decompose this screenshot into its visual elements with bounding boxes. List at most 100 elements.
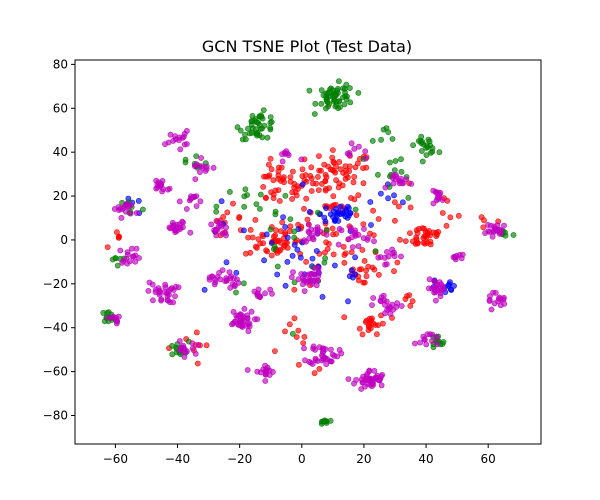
- scatter-point: [294, 246, 301, 253]
- scatter-point: [389, 136, 396, 142]
- scatter-point: [301, 333, 308, 340]
- scatter-point: [337, 203, 344, 210]
- scatter-point: [254, 316, 261, 322]
- scatter-point: [424, 144, 431, 151]
- scatter-point: [403, 293, 410, 300]
- scatter-point: [189, 340, 196, 347]
- scatter-point: [125, 251, 131, 258]
- scatter-point: [223, 259, 230, 266]
- scatter-point: [371, 266, 378, 273]
- scatter-point: [261, 257, 267, 264]
- scatter-point: [372, 248, 379, 254]
- scatter-point: [242, 131, 248, 138]
- scatter-point: [341, 251, 348, 258]
- scatter-point: [414, 230, 421, 236]
- scatter-point: [346, 149, 353, 156]
- scatter-point: [369, 383, 375, 390]
- scatter-point: [339, 209, 345, 216]
- plot-frame: [74, 59, 542, 445]
- chart-title: GCN TSNE Plot (Test Data): [202, 37, 412, 56]
- scatter-point: [429, 338, 435, 344]
- scatter-point: [344, 174, 351, 181]
- scatter-point: [314, 209, 321, 216]
- x-tick-label: 0: [298, 452, 306, 466]
- scatter-point: [427, 232, 434, 239]
- scatter-point: [160, 186, 166, 192]
- scatter-point: [308, 188, 315, 194]
- scatter-point: [282, 192, 289, 199]
- scatter-point: [386, 159, 393, 166]
- scatter-point: [455, 212, 462, 219]
- scatter-point: [262, 378, 269, 384]
- scatter-point: [321, 161, 328, 168]
- scatter-point: [342, 163, 349, 169]
- scatter-point: [418, 133, 425, 140]
- scatter-point: [287, 223, 294, 230]
- scatter-point: [327, 346, 334, 353]
- scatter-point: [167, 131, 174, 138]
- scatter-point: [337, 166, 344, 172]
- scatter-point: [177, 146, 184, 153]
- scatter-point: [323, 205, 329, 211]
- scatter-point: [289, 252, 296, 259]
- scatter-point: [230, 320, 237, 327]
- scatter-point: [411, 340, 418, 347]
- scatter-point: [291, 279, 298, 286]
- scatter-point: [187, 229, 194, 236]
- scatter-point: [398, 168, 405, 175]
- scatter-point: [192, 350, 199, 357]
- scatter-point: [248, 308, 255, 315]
- scatter-point: [267, 226, 274, 233]
- scatter-point: [348, 249, 355, 256]
- scatter-point: [247, 226, 254, 233]
- scatter-point: [421, 240, 428, 247]
- scatter-point: [391, 199, 398, 206]
- scatter-point: [409, 298, 416, 305]
- scatter-point: [327, 358, 334, 365]
- scatter-point: [363, 267, 369, 274]
- scatter-point: [117, 247, 124, 254]
- scatter-point: [306, 87, 313, 94]
- scatter-point: [271, 348, 278, 354]
- scatter-point: [363, 317, 370, 324]
- scatter-point: [153, 177, 160, 184]
- scatter-point: [510, 232, 517, 238]
- scatter-point: [436, 149, 443, 156]
- scatter-point: [275, 164, 282, 171]
- scatter-point: [346, 168, 352, 175]
- scatter-point: [170, 299, 176, 306]
- scatter-point: [172, 293, 178, 300]
- scatter-point: [169, 224, 176, 231]
- scatter-point: [213, 226, 219, 233]
- scatter-point: [485, 228, 492, 235]
- x-axis: −60 −40 −20 0 20 40 60: [103, 444, 496, 466]
- scatter-point: [336, 180, 343, 187]
- scatter-point: [226, 269, 233, 275]
- scatter-point: [218, 223, 225, 230]
- scatter-point: [244, 367, 251, 373]
- scatter-point: [353, 212, 360, 218]
- scatter-point: [349, 274, 356, 281]
- scatter-point: [480, 224, 487, 231]
- scatter-point: [333, 163, 339, 170]
- scatter-point: [112, 255, 119, 262]
- scatter-point: [201, 286, 208, 293]
- scatter-point: [260, 107, 267, 113]
- scatter-point: [236, 214, 243, 220]
- scatter-point: [407, 204, 414, 211]
- scatter-point: [193, 329, 200, 336]
- scatter-point: [288, 274, 295, 281]
- scatter-point: [282, 239, 289, 246]
- scatter-point: [369, 137, 376, 144]
- scatter-point: [100, 309, 107, 316]
- scatter-point: [359, 379, 366, 386]
- scatter-point: [132, 258, 139, 265]
- scatter-point: [249, 125, 256, 132]
- scatter-point: [348, 140, 355, 147]
- scatter-point: [187, 195, 194, 202]
- scatter-point: [327, 166, 334, 173]
- scatter-point: [268, 166, 275, 173]
- scatter-point: [423, 341, 430, 348]
- scatter-point: [189, 345, 196, 352]
- scatter-point: [319, 418, 325, 425]
